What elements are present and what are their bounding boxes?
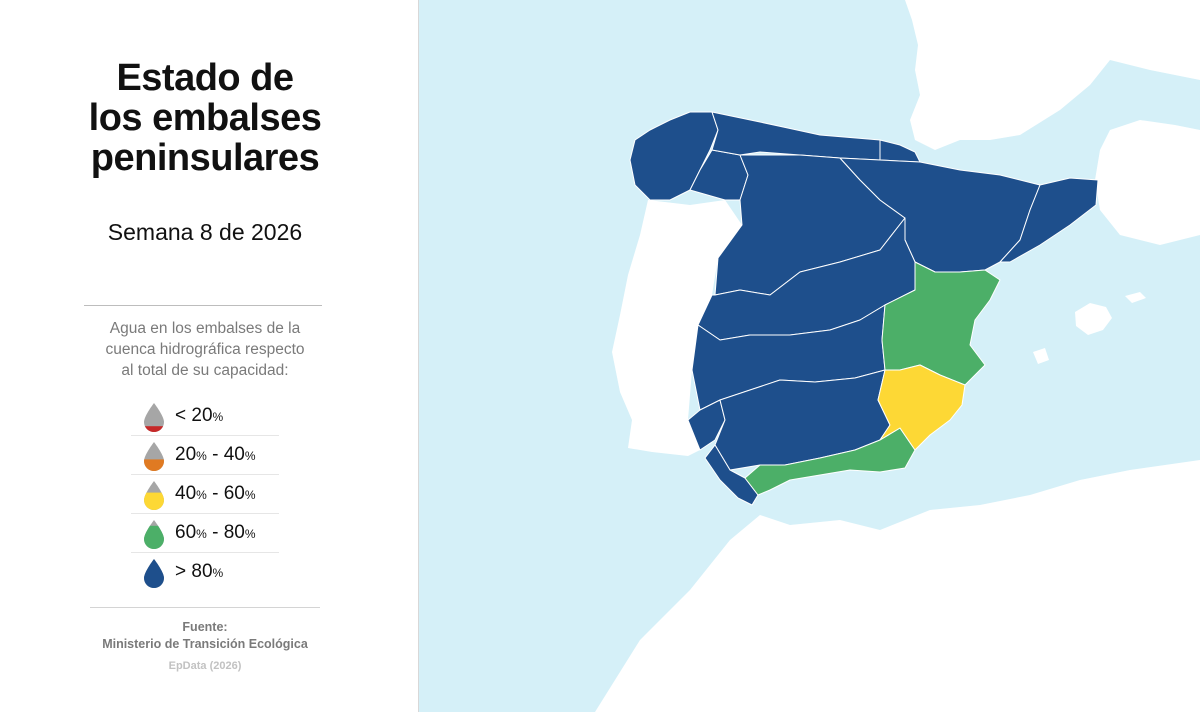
legend-value: 20 [175, 444, 197, 465]
source-name: Ministerio de Transición Ecológica [102, 637, 308, 651]
water-drop-icon [144, 481, 164, 510]
legend-item: 60% - 80% [131, 514, 279, 553]
legend-value: > 80 [175, 561, 213, 582]
legend-item: > 80% [131, 553, 279, 591]
legend-percent-sign: % [196, 488, 207, 502]
title-line: peninsulares [90, 137, 320, 179]
divider [84, 305, 322, 306]
basin-guadalete-barbate [704, 444, 759, 506]
basin-segura [877, 364, 966, 451]
water-drop-icon [144, 403, 164, 432]
legend-percent-sign: % [244, 449, 256, 463]
legend-label: 20% - 40% [175, 444, 256, 466]
legend-description: Agua en los embalses de la cuenca hidrog… [60, 318, 350, 381]
legend-item: < 20% [131, 397, 279, 436]
legend-value: 60 [175, 522, 197, 543]
water-drop-icon [144, 559, 164, 588]
title-line: Estado de [116, 57, 294, 99]
page-subtitle: Semana 8 de 2026 [107, 219, 303, 245]
france-land [905, 0, 1200, 150]
legend-percent-sign: % [196, 527, 207, 541]
legend: < 20% 20% - 40% 40% - 60% 60% - 80% > 80% [131, 397, 279, 591]
basin-mediterranea-andaluza [744, 427, 916, 496]
page-title: Estado de los embalses peninsulares [40, 58, 370, 178]
water-drop-icon [144, 520, 164, 549]
legend-label: 60% - 80% [175, 522, 256, 544]
basin-jucar [881, 261, 1001, 386]
basin-ebro [839, 157, 1041, 273]
reservoir-map [419, 0, 1200, 712]
legend-item: 40% - 60% [131, 475, 279, 514]
legend-percent-sign: % [196, 449, 207, 463]
water-drop-icon [144, 442, 164, 471]
portugal-land [612, 200, 742, 456]
legend-label: > 80% [175, 561, 223, 583]
legend-description-line: Agua en los embalses de la [109, 320, 301, 337]
legend-value: - 60 [206, 483, 245, 504]
title-line: los embalses [88, 97, 322, 139]
africa-land [595, 460, 1200, 712]
legend-label: < 20% [175, 405, 223, 427]
legend-percent-sign: % [244, 488, 256, 502]
legend-value: - 40 [206, 444, 245, 465]
sardinia-land [1095, 120, 1200, 245]
basins-layer [629, 111, 1099, 506]
legend-item: 20% - 40% [131, 436, 279, 475]
source-label: Fuente: [182, 620, 228, 634]
legend-value: 40 [175, 483, 197, 504]
credit-text: EpData (2026) [168, 660, 242, 672]
legend-label: 40% - 60% [175, 483, 256, 505]
legend-percent-sign: % [212, 566, 224, 580]
sidebar-panel: Estado de los embalses peninsulares Sema… [0, 0, 419, 712]
map-panel [419, 0, 1200, 712]
ibiza-land [1033, 348, 1049, 364]
basin-cataluna [999, 177, 1099, 263]
divider [90, 607, 320, 608]
legend-value: < 20 [175, 405, 213, 426]
legend-percent-sign: % [244, 527, 256, 541]
legend-value: - 80 [206, 522, 245, 543]
legend-description-line: cuenca hidrográfica respecto [105, 341, 305, 358]
legend-description-line: al total de su capacidad: [121, 362, 289, 379]
basin-pais-vasco [879, 139, 921, 163]
menorca-land [1125, 292, 1146, 303]
mallorca-land [1075, 303, 1112, 335]
legend-percent-sign: % [212, 410, 224, 424]
